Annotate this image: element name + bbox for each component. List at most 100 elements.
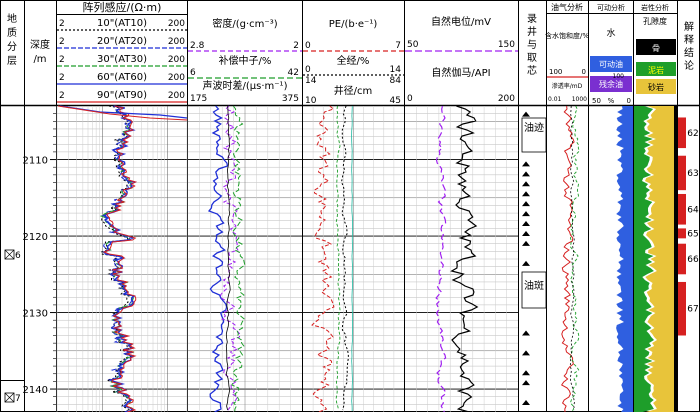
bone-swatch [636,39,676,55]
log-curve [450,105,479,413]
core-glyph [522,400,530,406]
log-curve [100,105,136,413]
legend-max: 200 [168,91,185,101]
neutron-scale-max: 42 [288,68,299,78]
log-curve [569,105,576,411]
log-curve [335,105,341,411]
interp-bar [678,117,686,149]
core-glyph [522,161,530,167]
movable-oil-swatch [590,56,632,72]
caliper-full-min: 0 [305,65,311,75]
interp-bar [678,281,686,336]
neutron-label: 补偿中子/% [219,54,272,67]
movable-title: 可动分析 [597,3,625,12]
log-curve [225,105,231,411]
water-sat-min: 100 [549,68,562,76]
track-fills [522,106,677,412]
legend-max: 200 [168,19,185,29]
resistivity-legend-row: 2 30"(AT30) 200 [57,54,187,67]
gr-scale-max: 200 [498,94,515,104]
interpretation-layers: 62 63 64 65 66 67 [678,117,699,336]
core-glyph [522,380,530,386]
pe-scale-min: 0 [305,41,311,51]
perm-max: 1000 [572,96,587,103]
interp-number: 67 [687,305,698,315]
perm-min: 0.01 [548,96,562,103]
interp-header: 解释结论 [684,20,694,72]
depth-tick-label: 2130 [23,309,48,320]
acoustic-scale-max: 375 [282,94,299,104]
movable-scale-100: 100 [613,73,625,80]
caliper-full-label: 全经/% [337,54,370,67]
legend-max: 200 [168,37,185,47]
log-curve [311,105,335,413]
neutron-scale-min: 6 [190,68,196,78]
legend-min: 2 [59,37,65,47]
legend-name: 90"(AT90) [97,90,147,101]
grid-layer [56,106,518,412]
depth-tick-label: 2110 [23,156,48,167]
interp-number: 65 [687,229,698,239]
core-glyph [522,330,530,336]
litho-title: 岩性分析 [641,3,669,12]
log-curve [569,105,580,413]
sp-scale-min: 50 [407,40,419,50]
porosity-label: 孔隙度 [643,16,667,26]
legend-min: 2 [59,91,65,101]
interp-bar [678,193,686,225]
caliper-well-label: 井径/cm [334,84,373,97]
movable-oil-label: 可动油 [599,59,623,69]
core-glyph [522,221,530,227]
core-glyph [522,211,530,217]
resistivity-title: 阵列感应/(Ω·m) [83,0,162,14]
log-curve [351,105,354,412]
water-sat-label: 含水饱和度/% [545,31,589,40]
core-glyph [522,171,530,177]
interp-number: 64 [687,205,699,215]
core-glyph [522,181,530,187]
oilgas-title: 油气分析 [551,2,583,12]
bone-strip [674,106,677,412]
zone-header: 地质分层 [7,12,17,67]
movable-header: 可动分析 水 可动油 残余油 50 % 0 100 [589,3,633,105]
pe-header: PE/(b·e⁻¹) 0 7 全经/% 0 14 14 84 井径/cm 10 … [303,19,404,106]
depth-tick-label: 2140 [23,385,48,396]
oilgas-header: 油气分析 含水饱和度/% 100 0 渗透率/mD 0.01 1000 [545,2,589,103]
pe-label: PE/(b·e⁻¹) [329,19,378,30]
log-curve [435,105,447,413]
legend-min: 2 [59,19,65,29]
legend-max: 200 [168,73,185,83]
bone-label: 骨 [652,44,660,53]
litho-header: 岩性分析 孔隙度 骨 泥岩 砂岩 [634,3,677,94]
depth-tick-label: 2120 [23,232,48,243]
sp-scale-max: 150 [498,40,515,50]
core-show-2: 油斑 [524,279,544,292]
interp-bar [678,155,686,191]
clay-label: 泥岩 [648,65,664,75]
depth-unit: /m [33,54,46,65]
sp-label: 自然电位/mV [431,15,491,28]
legend-name: 30"(AT30) [97,54,147,65]
core-glyph [522,240,530,246]
core-glyph [522,201,530,207]
caliper-well-min: 10 [305,96,317,106]
sand-swatch [636,79,676,94]
log-curve [57,105,188,121]
zone-6-label: 6 [4,249,21,261]
sand-fill [645,106,677,412]
core-glyph [522,191,530,197]
caliper-well-max: 45 [390,96,401,106]
density-scale-max: 2 [293,41,299,51]
sp-header: 自然电位/mV 50 150 自然伽马/API 0 200 [405,15,518,104]
movable-fill [616,106,633,412]
legend-max: 200 [168,55,185,65]
core-glyph [522,260,530,266]
resistivity-legend-row: 2 90"(AT90) 200 [57,90,187,103]
movable-scale-left: 50 [592,97,601,105]
column-separators [24,0,678,412]
core-glyph [522,350,530,356]
density-scale-min: 2.8 [190,41,205,51]
